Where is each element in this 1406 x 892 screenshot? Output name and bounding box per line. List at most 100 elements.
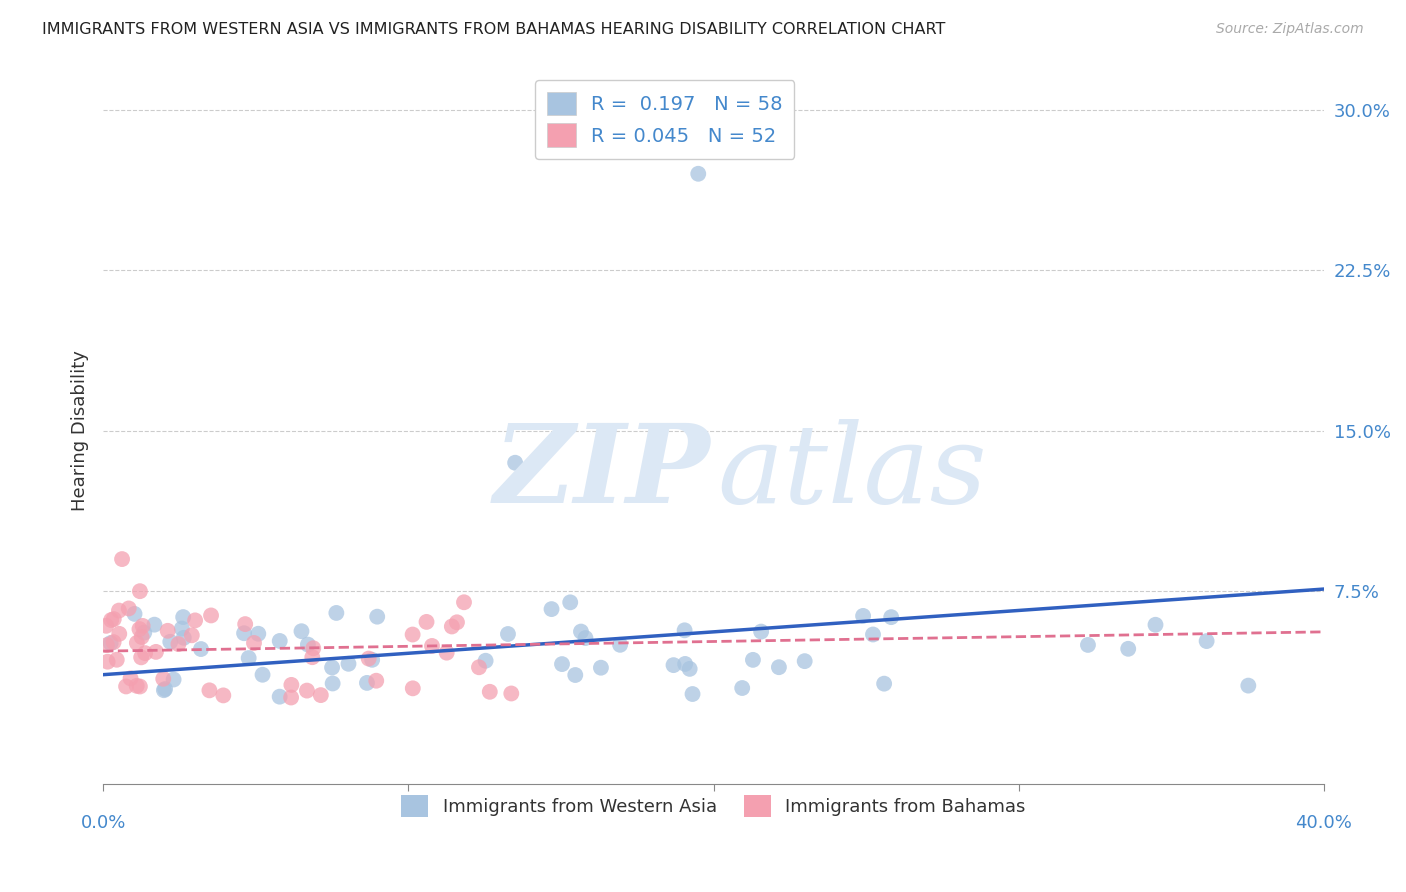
Point: [474, 654, 496, 668]
Point: [574, 631, 596, 645]
Point: [238, 651, 260, 665]
Text: atlas: atlas: [717, 419, 987, 527]
Point: [143, 617, 166, 632]
Point: [564, 668, 586, 682]
Point: [440, 619, 463, 633]
Point: [115, 680, 138, 694]
Point: [569, 624, 592, 639]
Point: [129, 584, 152, 599]
Point: [1077, 638, 1099, 652]
Point: [301, 650, 323, 665]
Point: [243, 636, 266, 650]
Text: IMMIGRANTS FROM WESTERN ASIA VS IMMIGRANTS FROM BAHAMAS HEARING DISABILITY CORRE: IMMIGRANTS FROM WESTERN ASIA VS IMMIGRAN…: [42, 22, 946, 37]
Point: [134, 625, 156, 640]
Y-axis label: Hearing Disability: Hearing Disability: [72, 351, 89, 511]
Point: [446, 615, 468, 630]
Point: [322, 676, 344, 690]
Point: [152, 672, 174, 686]
Point: [269, 690, 291, 704]
Point: [212, 689, 235, 703]
Point: [1237, 679, 1260, 693]
Point: [401, 627, 423, 641]
Point: [662, 658, 685, 673]
Point: [609, 638, 631, 652]
Point: [356, 676, 378, 690]
Point: [280, 678, 302, 692]
Point: [124, 607, 146, 621]
Point: [131, 619, 153, 633]
Point: [198, 683, 221, 698]
Point: [673, 624, 696, 638]
Point: [233, 626, 256, 640]
Point: [170, 622, 193, 636]
Point: [325, 606, 347, 620]
Legend: Immigrants from Western Asia, Immigrants from Bahamas: Immigrants from Western Asia, Immigrants…: [394, 788, 1033, 824]
Point: [768, 660, 790, 674]
Point: [361, 653, 384, 667]
Point: [793, 654, 815, 668]
Point: [190, 642, 212, 657]
Point: [290, 624, 312, 639]
Point: [167, 637, 190, 651]
Point: [742, 653, 765, 667]
Point: [295, 683, 318, 698]
Point: [560, 595, 582, 609]
Point: [131, 630, 153, 644]
Point: [145, 645, 167, 659]
Point: [731, 681, 754, 695]
Text: ZIP: ZIP: [494, 419, 710, 527]
Point: [247, 626, 270, 640]
Point: [128, 680, 150, 694]
Point: [96, 638, 118, 652]
Text: 40.0%: 40.0%: [1295, 814, 1353, 832]
Point: [153, 683, 176, 698]
Point: [688, 167, 710, 181]
Point: [302, 641, 325, 656]
Point: [103, 612, 125, 626]
Point: [269, 634, 291, 648]
Point: [111, 552, 134, 566]
Point: [337, 657, 360, 671]
Point: [1144, 617, 1167, 632]
Point: [540, 602, 562, 616]
Point: [159, 634, 181, 648]
Text: 0.0%: 0.0%: [80, 814, 125, 832]
Point: [415, 615, 437, 629]
Point: [503, 456, 526, 470]
Point: [100, 636, 122, 650]
Point: [173, 631, 195, 645]
Point: [97, 655, 120, 669]
Point: [153, 681, 176, 696]
Point: [749, 624, 772, 639]
Point: [129, 650, 152, 665]
Point: [468, 660, 491, 674]
Point: [501, 686, 523, 700]
Point: [105, 653, 128, 667]
Point: [297, 638, 319, 652]
Point: [108, 627, 131, 641]
Point: [478, 685, 501, 699]
Point: [200, 608, 222, 623]
Point: [551, 657, 574, 672]
Point: [309, 688, 332, 702]
Point: [172, 610, 194, 624]
Point: [120, 672, 142, 686]
Point: [162, 673, 184, 687]
Point: [125, 679, 148, 693]
Point: [1195, 634, 1218, 648]
Point: [402, 681, 425, 696]
Point: [128, 622, 150, 636]
Point: [673, 657, 696, 671]
Point: [880, 610, 903, 624]
Point: [118, 601, 141, 615]
Point: [125, 636, 148, 650]
Point: [156, 624, 179, 638]
Point: [589, 661, 612, 675]
Point: [180, 628, 202, 642]
Point: [682, 687, 704, 701]
Point: [366, 673, 388, 688]
Point: [496, 627, 519, 641]
Point: [862, 627, 884, 641]
Point: [852, 608, 875, 623]
Point: [1116, 641, 1139, 656]
